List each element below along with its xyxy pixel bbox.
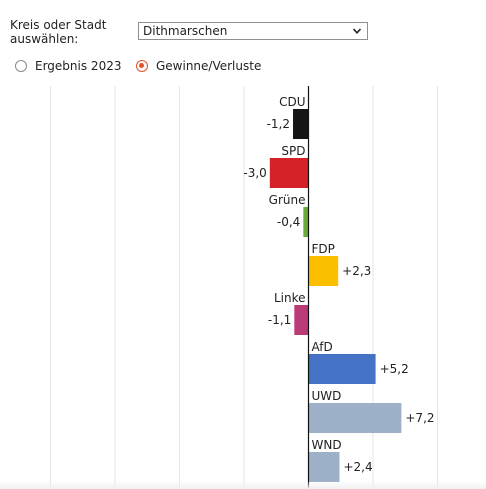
region-select-label: Kreis oder Stadt auswählen: [10, 18, 107, 46]
bar-category-label: FDP [312, 242, 335, 256]
bottom-fade [0, 481, 486, 489]
radio-button-icon [15, 60, 27, 72]
region-select[interactable]: Dithmarschen [138, 22, 368, 40]
controls: Kreis oder Stadt auswählen: Dithmarschen… [10, 18, 480, 78]
bar [308, 256, 339, 286]
bar-value-label: -1,2 [267, 117, 290, 131]
bar [308, 452, 340, 482]
bar-value-label: -0,4 [277, 215, 300, 229]
bar-value-label: +2,4 [343, 460, 372, 474]
bar-value-label: +5,2 [380, 362, 409, 376]
bar [269, 158, 309, 188]
bar-category-label: CDU [279, 95, 305, 109]
radio-gewinne-verluste-label: Gewinne/Verluste [156, 59, 262, 73]
radio-ergebnis-label: Ergebnis 2023 [35, 59, 122, 73]
bar-category-label: UWD [312, 389, 342, 403]
radio-button-checked-icon [136, 60, 148, 72]
bar-value-label: +2,3 [342, 264, 371, 278]
bar-value-label: -1,1 [268, 313, 291, 327]
bar [308, 403, 402, 433]
bar [294, 305, 309, 335]
bar [293, 109, 309, 139]
bar-category-label: AfD [312, 340, 333, 354]
bar-value-label: -3,0 [243, 166, 266, 180]
chevron-down-icon [352, 28, 362, 34]
bar [303, 207, 309, 237]
bar-category-label: Grüne [269, 193, 306, 207]
bar-category-label: Linke [274, 291, 306, 305]
region-select-value: Dithmarschen [143, 24, 228, 38]
bar-category-label: SPD [281, 144, 305, 158]
bar [308, 354, 376, 384]
bar-category-label: WND [312, 438, 342, 452]
bar-value-label: +7,2 [405, 411, 434, 425]
